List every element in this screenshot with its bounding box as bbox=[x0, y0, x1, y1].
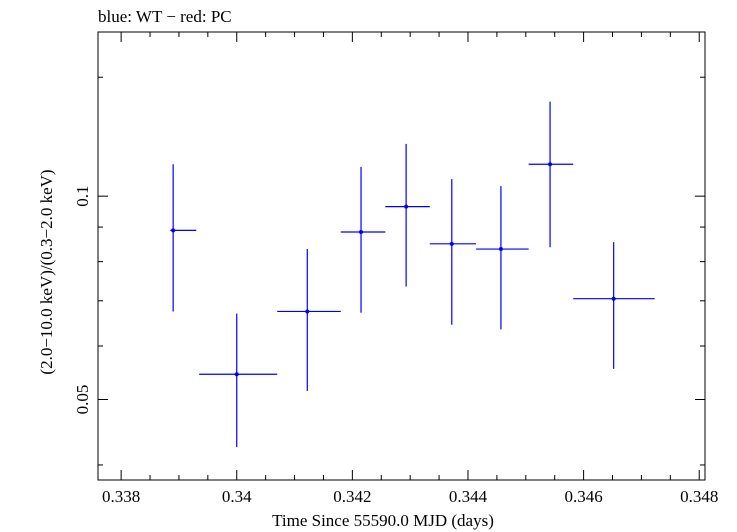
data-points bbox=[170, 101, 655, 448]
y-tick-label: 0.05 bbox=[73, 385, 92, 415]
x-axis-ticks: 0.338 0.34 0.342 0.344 0.346 0.348 bbox=[102, 32, 718, 506]
data-point bbox=[611, 296, 616, 301]
data-point bbox=[171, 228, 176, 233]
data-point bbox=[234, 372, 239, 377]
data-point bbox=[404, 204, 409, 209]
y-tick-label: 0.1 bbox=[73, 186, 92, 207]
x-tick-label: 0.338 bbox=[102, 487, 140, 506]
x-axis-label: Time Since 55590.0 MJD (days) bbox=[272, 511, 494, 530]
y-axis-label: (2.0−10.0 keV)/(0.3−2.0 keV) bbox=[37, 169, 56, 374]
data-point bbox=[498, 247, 503, 252]
x-tick-label: 0.346 bbox=[564, 487, 602, 506]
x-tick-label: 0.342 bbox=[333, 487, 371, 506]
data-point bbox=[449, 241, 454, 246]
data-point bbox=[359, 229, 364, 234]
plot-frame bbox=[97, 31, 706, 481]
x-tick-label: 0.344 bbox=[449, 487, 488, 506]
data-point bbox=[548, 162, 553, 167]
x-tick-label: 0.34 bbox=[222, 487, 252, 506]
x-tick-label: 0.348 bbox=[680, 487, 718, 506]
y-axis-ticks: 0.05 0.1 bbox=[73, 76, 705, 466]
chart-title: blue: WT − red: PC bbox=[98, 7, 232, 26]
data-point bbox=[305, 309, 310, 314]
